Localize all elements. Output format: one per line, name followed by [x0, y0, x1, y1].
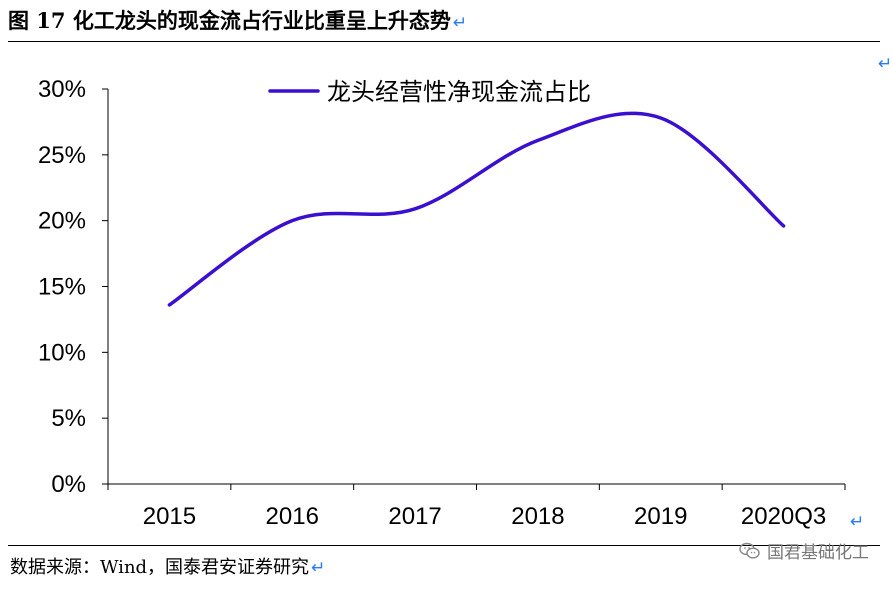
- chart-series: [167, 111, 786, 307]
- data-point: [168, 303, 171, 306]
- x-tick-label: 2018: [511, 503, 564, 530]
- chart-ticks: 0% 5% 10% 15% 20% 25% 30% 2015 2016 2017 2018 2019 2…: [38, 76, 846, 530]
- source-divider: [8, 545, 880, 546]
- figure-title: 图 17 化工龙头的现金流占行业比重呈上升态势 ↵: [8, 6, 467, 38]
- y-tick-label: 30%: [38, 76, 86, 103]
- source-text: 数据来源：Wind，国泰君安证券研究: [10, 557, 310, 578]
- watermark-text: 国君基础化工: [767, 543, 869, 563]
- chart-legend: 龙头经营性净现金流占比: [268, 78, 591, 106]
- data-point: [536, 139, 539, 142]
- y-tick-label: 20%: [38, 208, 86, 235]
- x-tick-label: 2020Q3: [741, 503, 826, 530]
- x-tick-label: 2015: [143, 503, 196, 530]
- source-note: 数据来源：Wind，国泰君安证券研究 ↵: [10, 555, 325, 581]
- return-arrow-icon: ↵: [878, 54, 893, 74]
- watermark: 国君基础化工: [739, 538, 869, 563]
- x-tick-label: 2019: [634, 503, 687, 530]
- wechat-icon: [739, 542, 760, 559]
- y-tick-label: 10%: [38, 339, 86, 366]
- chart-axes: [102, 89, 845, 485]
- series-line: [167, 111, 786, 307]
- data-point: [414, 207, 417, 210]
- figure-title-text: 图 17 化工龙头的现金流占行业比重呈上升态势: [8, 8, 451, 33]
- return-arrow-icon: ↵: [452, 13, 468, 33]
- title-divider: [8, 41, 880, 42]
- data-point: [291, 219, 294, 222]
- x-tick-label: 2016: [266, 503, 319, 530]
- line-chart: 0% 5% 10% 15% 20% 25% 30% 2015 2016 2017 2018 2019 2…: [38, 76, 846, 530]
- legend-label: 龙头经营性净现金流占比: [327, 78, 591, 106]
- y-tick-label: 25%: [38, 142, 86, 169]
- y-tick-label: 0%: [51, 471, 86, 498]
- data-point: [782, 224, 785, 227]
- return-arrow-icon: ↵: [850, 512, 865, 532]
- return-arrow-icon: ↵: [311, 558, 326, 578]
- x-tick-label: 2017: [388, 503, 441, 530]
- y-tick-label: 5%: [51, 405, 86, 432]
- data-point: [659, 116, 662, 119]
- y-tick-label: 15%: [38, 274, 86, 301]
